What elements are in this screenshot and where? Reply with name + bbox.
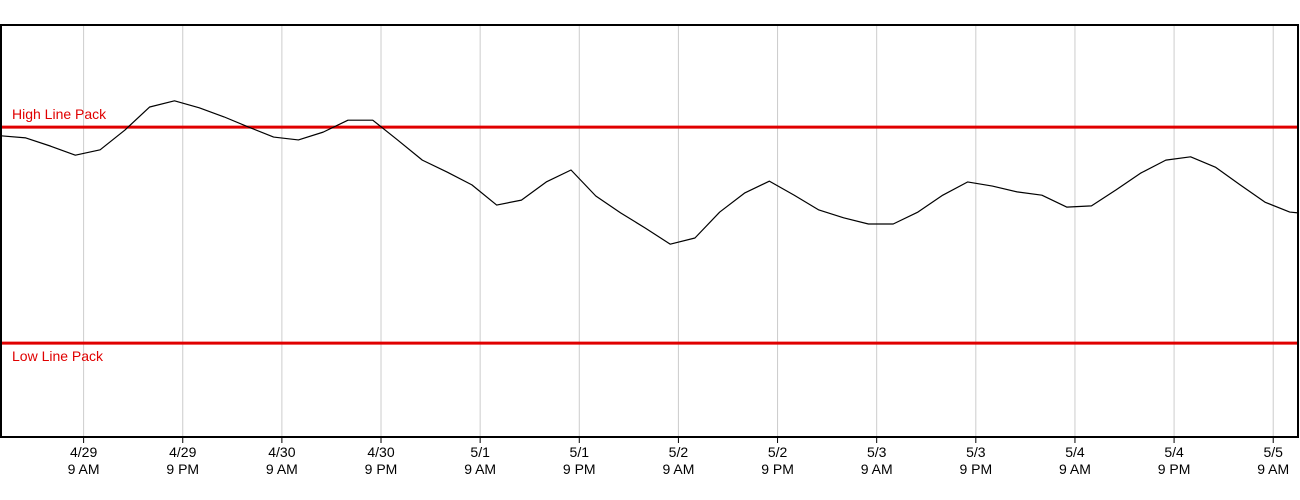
x-tick-label-line: 9 AM — [861, 461, 893, 477]
x-tick-label-line: 5/3 — [867, 444, 887, 460]
x-tick-label-line: 9 AM — [266, 461, 298, 477]
x-tick-label-line: 5/5 — [1263, 444, 1283, 460]
x-tick-label-line: 9 AM — [464, 461, 496, 477]
x-tick-label: 5/5 9 AM — [1257, 444, 1289, 477]
x-tick-label: 5/4 9 PM — [1158, 444, 1191, 477]
x-tick-label-line: 4/30 — [367, 444, 394, 460]
x-tick-label-line: 9 PM — [959, 461, 992, 477]
x-tick-label-line: 5/1 — [570, 444, 590, 460]
x-tick-label: 5/4 9 AM — [1059, 444, 1091, 477]
x-tick-label-line: 9 PM — [365, 461, 398, 477]
x-tick-label-line: 9 AM — [1059, 461, 1091, 477]
reference-label: Low Line Pack — [12, 348, 104, 364]
x-tick-label: 5/1 9 AM — [464, 444, 496, 477]
x-tick-label: 5/2 9 AM — [662, 444, 694, 477]
x-tick-label-line: 5/3 — [966, 444, 986, 460]
x-tick-label-line: 9 AM — [662, 461, 694, 477]
x-tick-label-line: 9 AM — [68, 461, 100, 477]
x-tick-label: 4/30 9 AM — [266, 444, 298, 477]
x-tick-label-line: 5/4 — [1164, 444, 1184, 460]
x-tick-label-line: 5/2 — [669, 444, 689, 460]
x-tick-label-line: 9 AM — [1257, 461, 1289, 477]
x-tick-label: 5/3 9 AM — [861, 444, 893, 477]
x-tick-label-line: 9 PM — [1158, 461, 1191, 477]
x-tick-label: 5/1 9 PM — [563, 444, 596, 477]
reference-label: High Line Pack — [12, 106, 107, 122]
x-tick-label-line: 9 PM — [563, 461, 596, 477]
x-tick-label: 5/3 9 PM — [959, 444, 992, 477]
line — [0, 100, 1299, 245]
x-tick-label: 5/2 9 PM — [761, 444, 794, 477]
x-tick-label-line: 9 PM — [761, 461, 794, 477]
x-tick-label-line: 4/30 — [268, 444, 295, 460]
x-tick-label-line: 4/29 — [70, 444, 97, 460]
x-tick-label-line: 5/2 — [768, 444, 788, 460]
x-tick-label: 4/29 9 AM — [68, 444, 100, 477]
x-tick-label-line: 4/29 — [169, 444, 196, 460]
x-tick-label-line: 5/4 — [1065, 444, 1085, 460]
x-tick-label: 4/30 9 PM — [365, 444, 398, 477]
plot-border — [0, 24, 1299, 438]
x-tick-label: 4/29 9 PM — [166, 444, 199, 477]
x-tick-label-line: 5/1 — [470, 444, 490, 460]
x-tick-label-line: 9 PM — [166, 461, 199, 477]
